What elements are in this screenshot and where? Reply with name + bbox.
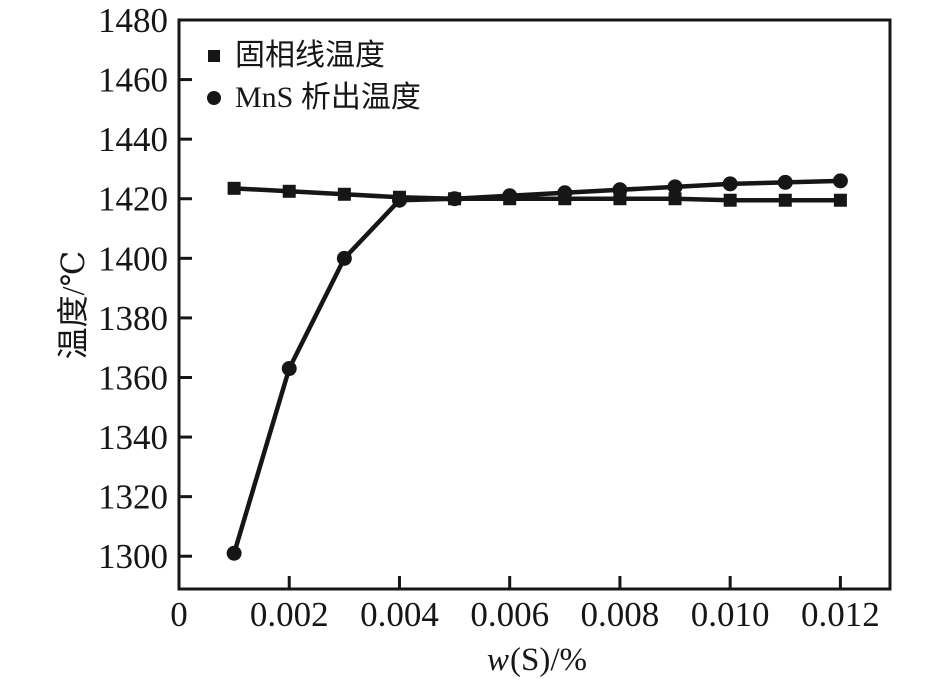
y-tick-label: 1300 bbox=[98, 537, 168, 576]
legend-label-mns: MnS 析出温度 bbox=[235, 81, 421, 114]
x-tick-label: 0.006 bbox=[470, 595, 549, 634]
series-line-0 bbox=[231, 186, 843, 203]
square-marker-icon bbox=[208, 50, 220, 62]
y-tick-label: 1320 bbox=[98, 478, 168, 517]
data-point-circle bbox=[612, 182, 628, 198]
data-point-circle bbox=[832, 173, 848, 189]
x-tick-label: 0.010 bbox=[691, 595, 770, 634]
y-tick-label: 1440 bbox=[98, 120, 168, 159]
data-point-square bbox=[227, 181, 241, 195]
x-tick-label: 0.004 bbox=[360, 595, 439, 634]
y-tick-label: 1420 bbox=[98, 180, 168, 219]
y-tick-label: 1480 bbox=[98, 1, 168, 40]
x-tick-label: 0.002 bbox=[250, 595, 329, 634]
data-point-square bbox=[778, 193, 792, 207]
data-point-circle bbox=[722, 176, 738, 192]
data-point-circle bbox=[667, 179, 683, 195]
circle-marker-icon bbox=[207, 91, 221, 105]
data-point-circle bbox=[281, 361, 297, 377]
data-point-square bbox=[668, 192, 682, 206]
y-tick-label: 1360 bbox=[98, 358, 168, 397]
data-point-square bbox=[337, 187, 351, 201]
data-point-square bbox=[282, 184, 296, 198]
data-point-circle bbox=[557, 185, 573, 201]
data-point-circle bbox=[336, 250, 352, 266]
data-point-circle bbox=[226, 545, 242, 561]
data-point-circle bbox=[447, 191, 463, 207]
x-axis-label: w(S)/% bbox=[487, 642, 587, 679]
plot-frame bbox=[177, 18, 892, 591]
legend-item-solidus: 固相线温度 bbox=[203, 35, 421, 77]
x-tick-label: 0.012 bbox=[801, 595, 880, 634]
series-line-1 bbox=[231, 178, 843, 556]
x-tick-label: 0 bbox=[170, 595, 188, 634]
data-point-square bbox=[723, 193, 737, 207]
x-axis-label-units: (S)/% bbox=[510, 642, 588, 678]
legend-marker-column bbox=[203, 50, 225, 62]
data-point-circle bbox=[391, 192, 407, 208]
chart-legend: 固相线温度 MnS 析出温度 bbox=[203, 35, 421, 119]
data-point-circle bbox=[502, 188, 518, 204]
legend-item-mns: MnS 析出温度 bbox=[203, 77, 421, 119]
data-point-circle bbox=[777, 174, 793, 190]
data-point-square bbox=[833, 193, 847, 207]
y-tick-label: 1340 bbox=[98, 418, 168, 457]
x-axis-label-symbol: w bbox=[486, 642, 510, 678]
y-tick-label: 1460 bbox=[98, 61, 168, 100]
y-tick-label: 1400 bbox=[98, 239, 168, 278]
y-tick-label: 1380 bbox=[98, 299, 168, 338]
legend-label-solidus: 固相线温度 bbox=[235, 39, 385, 72]
y-axis-label: 温度/℃ bbox=[55, 250, 91, 360]
legend-marker-column bbox=[203, 91, 225, 105]
x-tick-label: 0.008 bbox=[581, 595, 660, 634]
